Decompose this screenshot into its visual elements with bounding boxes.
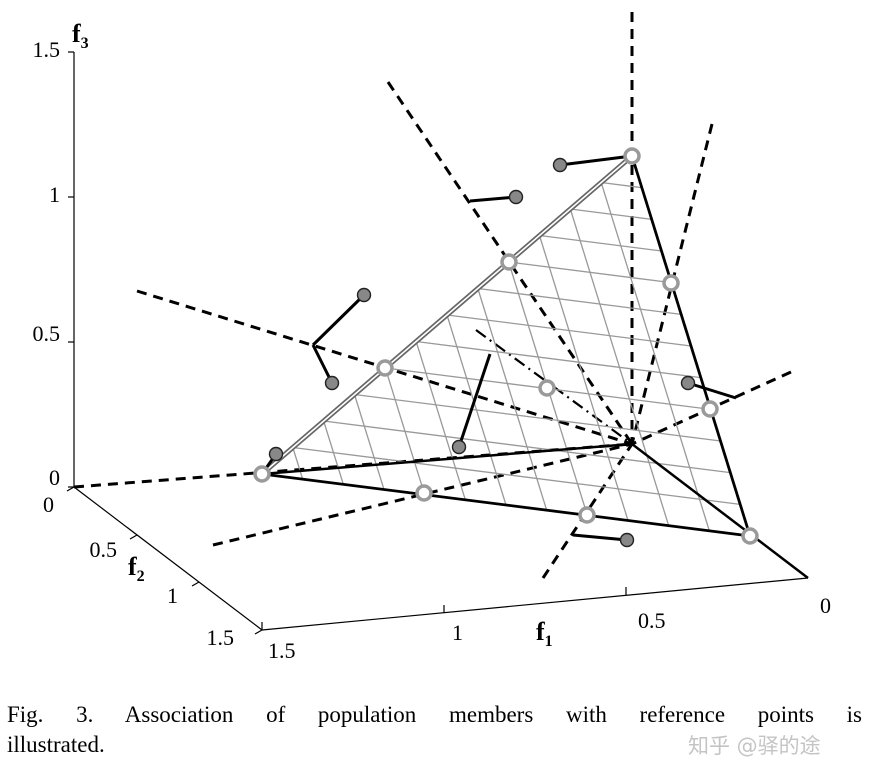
reference-point (623, 147, 641, 165)
reference-point (578, 506, 596, 524)
mesh-line (600, 182, 710, 532)
figure-plot: 1.5 1 0.5 0 f3 0 0.5 1 1.5 f2 1.5 1 0.5 … (33, 12, 831, 663)
reference-point (500, 253, 518, 271)
f3-tick-label: 0 (49, 465, 60, 490)
f1-axis-title: f1 (536, 617, 553, 650)
population-member (619, 532, 635, 548)
reference-points (253, 147, 759, 545)
reference-point (701, 400, 719, 418)
f2-axis-name: f (128, 552, 137, 581)
mesh-line (569, 208, 670, 526)
f1-tick-label: 1.5 (268, 638, 296, 663)
f2-axis-sub: 2 (137, 568, 145, 585)
plane-edge-ab-highlight (261, 155, 633, 475)
f3-tick-label: 0.5 (33, 321, 61, 346)
f3-tick-label: 1.5 (33, 37, 61, 62)
intercept-lines (261, 442, 809, 579)
f1-axis-sub: 1 (545, 633, 553, 650)
f2-axis-labels: 0 0.5 1 1.5 f2 (43, 492, 234, 650)
mesh-line (539, 234, 662, 252)
mesh-line (477, 288, 548, 511)
population-member (680, 375, 696, 391)
plane-edge-ac (261, 472, 751, 538)
hyperplane-mesh (260, 154, 752, 538)
watermark-text: 知乎 @驿的途 (688, 734, 821, 758)
f1-tick-label: 1 (452, 620, 463, 645)
reference-point (253, 465, 271, 483)
reference-point (662, 274, 680, 292)
mesh-line (354, 393, 721, 442)
population-members (268, 157, 696, 548)
f3-tick-label: 1 (49, 182, 60, 207)
population-member (356, 287, 372, 303)
figure-caption: Fig. 3. Association of population member… (7, 700, 862, 760)
population-member (552, 157, 568, 173)
mesh-line (538, 235, 629, 521)
population-member (268, 446, 284, 462)
f1-tick-label: 0.5 (638, 608, 666, 633)
f1-tick-label: 0 (820, 593, 831, 618)
axes-frame (66, 51, 809, 635)
reference-point (538, 379, 556, 397)
f1-axis-name: f (536, 617, 545, 646)
mesh-line (477, 287, 682, 315)
mesh-line (416, 340, 701, 379)
f1-axis-labels: 1.5 1 0.5 0 f1 (268, 593, 831, 663)
f2-tick-label: 1 (167, 583, 178, 608)
f3-axis-title: f3 (72, 19, 89, 52)
f3-axis-name: f (72, 19, 81, 48)
caption-line-2: illustrated. (7, 732, 105, 757)
f2-tick-label: 0 (43, 492, 54, 517)
reference-point (741, 527, 759, 545)
population-member (508, 189, 524, 205)
mesh-line (292, 447, 304, 480)
f2-tick-label: 1.5 (207, 625, 235, 650)
reference-point (376, 359, 394, 377)
mesh-line (353, 394, 385, 490)
mesh-line (415, 341, 466, 501)
mesh-line (292, 446, 741, 505)
plane-edge-bc (630, 155, 752, 537)
population-member (324, 375, 340, 391)
f2-axis-title: f2 (128, 552, 145, 585)
population-member (451, 439, 467, 455)
f3-axis-sub: 3 (81, 35, 89, 52)
mesh-line (601, 181, 642, 189)
reference-point (415, 484, 433, 502)
mesh-line (323, 420, 731, 474)
f2-tick-label: 0.5 (90, 537, 118, 562)
f3-axis-labels: 1.5 1 0.5 0 f3 (33, 19, 89, 490)
caption-line-1: Fig. 3. Association of population member… (7, 702, 862, 727)
